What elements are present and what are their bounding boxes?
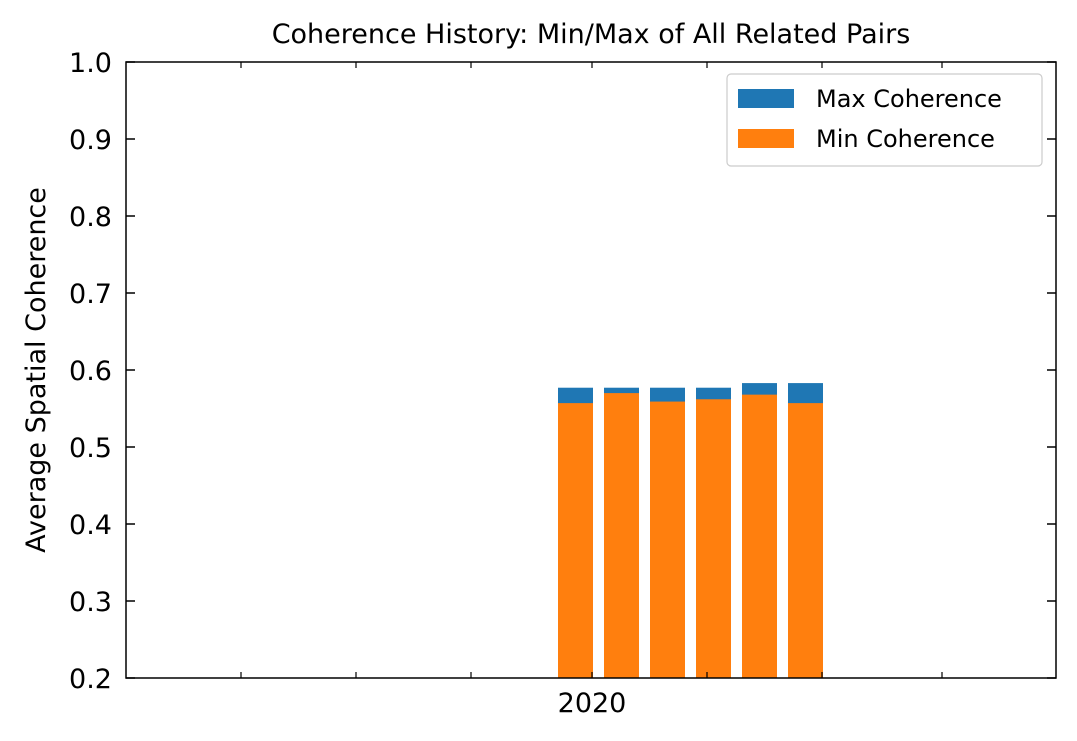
bar-min-coherence	[742, 394, 777, 678]
y-tick-label: 1.0	[69, 48, 112, 79]
x-tick-label: 2020	[558, 688, 627, 719]
x-axis: 2020	[240, 62, 943, 719]
y-tick-label: 0.6	[69, 356, 112, 387]
y-tick-label: 0.4	[69, 510, 112, 541]
legend-box	[726, 73, 1043, 167]
y-tick-label: 0.7	[69, 279, 112, 310]
y-tick-label: 0.5	[69, 433, 112, 464]
y-axis-label: Average Spatial Coherence	[21, 187, 52, 553]
legend-swatch-max	[738, 89, 794, 108]
bar-min-coherence	[558, 403, 593, 678]
bar-min-coherence	[696, 399, 731, 678]
y-tick-label: 0.2	[69, 664, 112, 695]
legend-label-max: Max Coherence	[816, 85, 1002, 113]
legend-swatch-min	[738, 129, 794, 148]
legend-label-min: Min Coherence	[816, 125, 995, 153]
y-tick-label: 0.3	[69, 587, 112, 618]
y-tick-label: 0.9	[69, 125, 112, 156]
bars-group	[558, 383, 823, 678]
chart-title: Coherence History: Min/Max of All Relate…	[272, 19, 911, 50]
legend: Max Coherence Min Coherence	[726, 73, 1043, 167]
bar-min-coherence	[788, 403, 823, 678]
y-tick-label: 0.8	[69, 202, 112, 233]
bar-min-coherence	[650, 401, 685, 678]
bar-min-coherence	[604, 393, 639, 678]
y-axis: 0.2 0.3 0.4 0.5 0.6 0.7 0.8 0.9 1.0	[69, 48, 1056, 695]
